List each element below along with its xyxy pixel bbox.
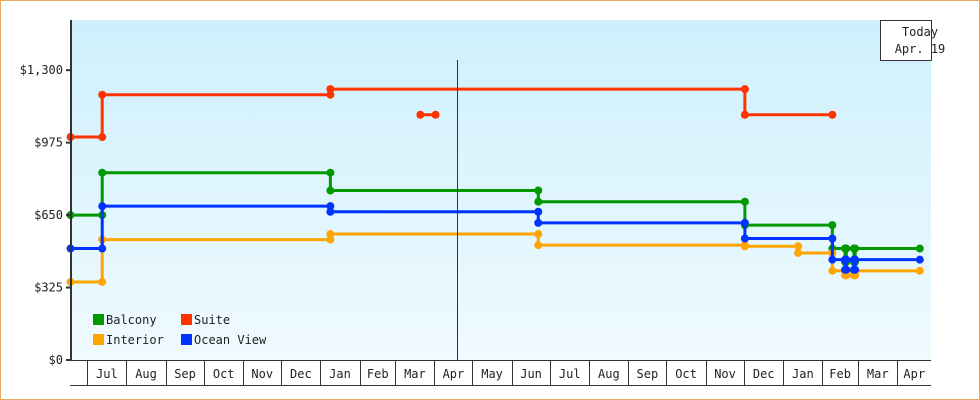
x-tick-label: Feb bbox=[367, 367, 389, 381]
today-label: Today bbox=[902, 25, 938, 39]
data-point bbox=[740, 197, 749, 206]
y-tick-label: $1,300 bbox=[20, 63, 63, 77]
today-date: Apr. 19 bbox=[895, 42, 946, 56]
x-tick-label: Dec bbox=[290, 367, 312, 381]
x-tick-label: Jul bbox=[96, 367, 118, 381]
data-point bbox=[534, 241, 543, 250]
data-point bbox=[915, 266, 924, 275]
legend-label: Ocean View bbox=[194, 333, 267, 347]
data-point bbox=[326, 85, 335, 94]
data-point bbox=[915, 244, 924, 253]
data-point bbox=[842, 265, 851, 274]
series-ocean-view bbox=[66, 202, 924, 274]
series-suite bbox=[66, 85, 837, 142]
data-point bbox=[326, 230, 335, 239]
x-tick-label: Jun bbox=[520, 367, 542, 381]
data-point bbox=[851, 244, 860, 253]
y-tick-label: $0 bbox=[49, 353, 63, 367]
x-tick-label: Apr bbox=[903, 367, 925, 381]
data-point bbox=[828, 221, 837, 230]
legend-label: Interior bbox=[106, 333, 164, 347]
data-point bbox=[842, 255, 851, 264]
data-point bbox=[98, 90, 107, 99]
today-marker: Today Apr. 19 bbox=[457, 20, 946, 360]
data-point bbox=[740, 234, 749, 243]
data-point bbox=[98, 244, 107, 253]
data-point bbox=[794, 248, 803, 257]
legend-label: Balcony bbox=[106, 313, 157, 327]
x-tick-label: Dec bbox=[753, 367, 775, 381]
data-point bbox=[915, 255, 924, 264]
x-tick-label: Aug bbox=[598, 367, 620, 381]
data-point bbox=[740, 110, 749, 119]
x-tick-label: Jan bbox=[329, 367, 351, 381]
data-point bbox=[794, 242, 803, 251]
x-tick-label: Aug bbox=[135, 367, 157, 381]
data-point bbox=[828, 255, 837, 264]
x-tick-label: Sep bbox=[174, 367, 196, 381]
data-point bbox=[828, 234, 837, 243]
x-tick-label: Mar bbox=[404, 367, 426, 381]
data-point bbox=[740, 218, 749, 227]
data-point bbox=[828, 266, 837, 275]
data-point bbox=[851, 265, 860, 274]
legend-label: Suite bbox=[194, 313, 230, 327]
x-tick-label: Oct bbox=[213, 367, 235, 381]
data-point bbox=[534, 186, 543, 195]
y-tick-label: $650 bbox=[34, 208, 63, 222]
data-point bbox=[740, 242, 749, 251]
data-point bbox=[326, 168, 335, 177]
data-point bbox=[534, 197, 543, 206]
data-point bbox=[98, 168, 107, 177]
legend-swatch bbox=[181, 334, 192, 345]
today-box bbox=[880, 20, 932, 61]
x-tick-label: Jul bbox=[559, 367, 581, 381]
x-tick-label: Sep bbox=[637, 367, 659, 381]
x-tick-label: Nov bbox=[714, 367, 736, 381]
data-point bbox=[740, 85, 749, 94]
legend: Balcony Suite Interior Ocean View bbox=[93, 313, 267, 347]
data-point bbox=[851, 255, 860, 264]
data-point bbox=[326, 207, 335, 216]
data-point bbox=[326, 235, 335, 244]
data-point bbox=[534, 230, 543, 239]
data-point bbox=[431, 110, 440, 119]
x-tick-label: Jan bbox=[792, 367, 814, 381]
data-point bbox=[326, 202, 335, 211]
x-tick-label: Apr bbox=[443, 367, 465, 381]
data-point bbox=[98, 133, 107, 142]
data-point bbox=[326, 186, 335, 195]
x-tick-label: Feb bbox=[829, 367, 851, 381]
x-tick-label: Oct bbox=[675, 367, 697, 381]
data-point bbox=[828, 110, 837, 119]
y-tick-label: $325 bbox=[34, 281, 63, 295]
x-tick-label: Mar bbox=[867, 367, 889, 381]
data-point bbox=[416, 110, 425, 119]
legend-swatch bbox=[181, 314, 192, 325]
y-tick-label: $975 bbox=[34, 136, 63, 150]
data-point bbox=[98, 277, 107, 286]
x-tick-label: May bbox=[481, 367, 503, 381]
data-point bbox=[534, 207, 543, 216]
legend-swatch bbox=[93, 334, 104, 345]
data-point bbox=[534, 218, 543, 227]
x-tick-label: Nov bbox=[251, 367, 273, 381]
data-point bbox=[326, 90, 335, 99]
data-point bbox=[98, 202, 107, 211]
legend-swatch bbox=[93, 314, 104, 325]
data-point bbox=[842, 244, 851, 253]
